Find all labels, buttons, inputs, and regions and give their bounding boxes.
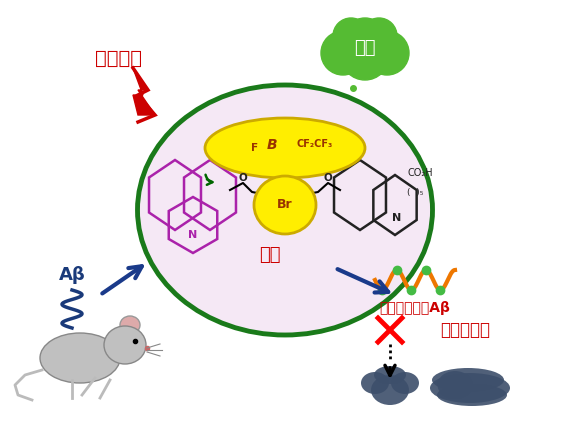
Circle shape <box>321 31 365 75</box>
Ellipse shape <box>371 375 409 405</box>
Polygon shape <box>133 68 155 115</box>
Ellipse shape <box>120 316 140 334</box>
Text: 近赤外光: 近赤外光 <box>94 48 141 67</box>
Text: (  )₅: ( )₅ <box>407 189 423 198</box>
Text: CF₂CF₃: CF₂CF₃ <box>297 139 333 149</box>
Text: Aβ: Aβ <box>59 266 85 284</box>
Text: O: O <box>324 173 332 183</box>
Ellipse shape <box>430 373 510 403</box>
Circle shape <box>343 18 387 62</box>
Text: Br: Br <box>277 198 293 212</box>
Circle shape <box>365 31 409 75</box>
Text: 凝集しない: 凝集しない <box>440 321 490 339</box>
Text: O: O <box>239 173 248 183</box>
Ellipse shape <box>40 333 120 383</box>
Text: N: N <box>392 213 402 223</box>
Ellipse shape <box>254 176 316 234</box>
Circle shape <box>333 18 369 54</box>
Ellipse shape <box>374 366 406 384</box>
Text: N: N <box>189 230 198 240</box>
Circle shape <box>361 18 397 54</box>
Ellipse shape <box>391 372 419 394</box>
Ellipse shape <box>361 372 389 394</box>
Circle shape <box>341 32 389 80</box>
Ellipse shape <box>432 368 504 392</box>
Text: 触媒: 触媒 <box>259 246 281 264</box>
Ellipse shape <box>437 384 507 406</box>
Ellipse shape <box>437 371 473 399</box>
Ellipse shape <box>205 118 365 178</box>
Ellipse shape <box>137 85 432 335</box>
Ellipse shape <box>104 326 146 364</box>
Text: F: F <box>252 143 258 153</box>
Text: CO₂H: CO₂H <box>407 168 433 178</box>
Text: 酸素化されたAβ: 酸素化されたAβ <box>379 301 450 315</box>
Text: 酸素: 酸素 <box>354 39 376 57</box>
Text: B: B <box>267 138 277 152</box>
